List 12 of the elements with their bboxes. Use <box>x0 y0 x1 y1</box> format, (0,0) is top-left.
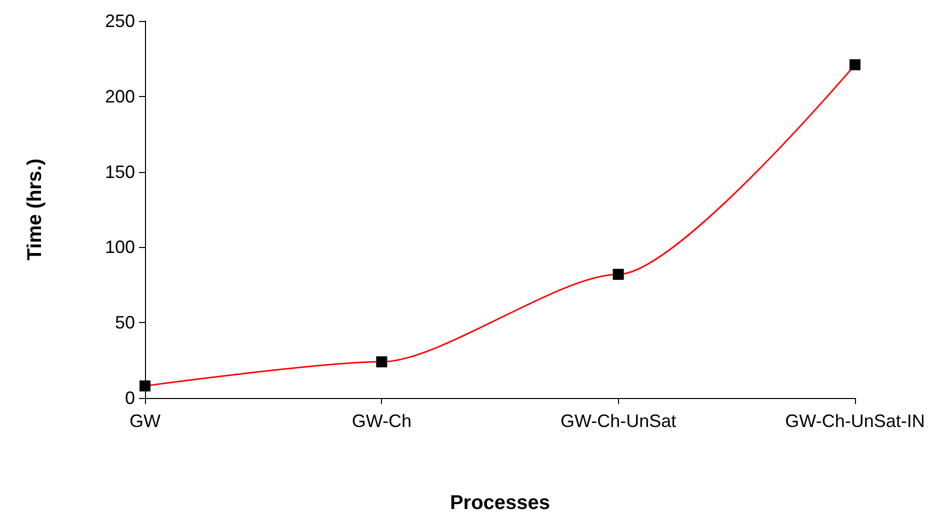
x-tick-label: GW-Ch-UnSat <box>560 411 676 431</box>
y-tick-label: 100 <box>104 237 135 258</box>
x-axis-title: Processes <box>450 492 550 514</box>
x-tick-label: GW <box>130 411 160 431</box>
x-tick-label: GW-Ch <box>352 411 412 431</box>
y-axis-title: Time (hrs.) <box>24 158 46 260</box>
y-tick-label: 150 <box>104 162 135 182</box>
x-tick-label: GW-Ch-UnSat-IN <box>785 411 925 431</box>
y-tick-label: 0 <box>124 388 135 408</box>
y-tick-label: 250 <box>104 11 135 31</box>
y-tick-label: 50 <box>114 312 135 333</box>
y-tick-label: 200 <box>104 86 135 106</box>
